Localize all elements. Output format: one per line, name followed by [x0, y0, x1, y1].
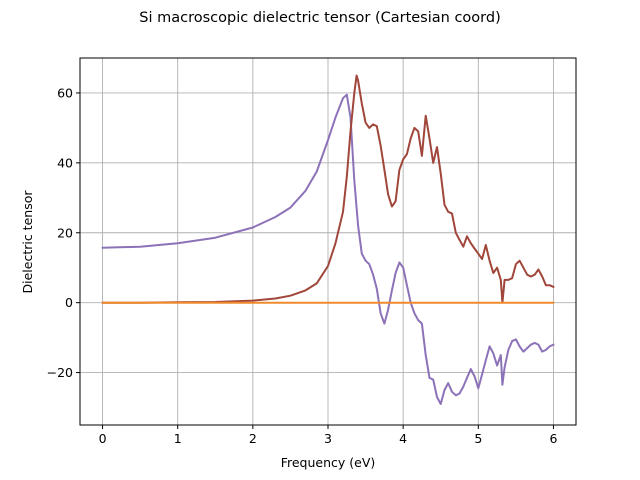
x-tick-label: 1 — [174, 431, 182, 446]
y-axis-label: Dielectric tensor — [20, 190, 35, 294]
y-tick-label: 40 — [57, 155, 73, 170]
x-axis-label: Frequency (eV) — [281, 455, 376, 470]
x-tick-label: 0 — [99, 431, 107, 446]
plot-area: 0 1 2 3 4 5 6 −20 0 20 40 60 — [47, 57, 577, 446]
x-tick-label: 3 — [324, 431, 332, 446]
chart-title: Si macroscopic dielectric tensor (Cartes… — [139, 10, 500, 26]
series-line-imag — [101, 74, 555, 304]
x-tick-label: 5 — [474, 431, 482, 446]
x-tick-label: 6 — [549, 431, 557, 446]
x-tick-label: 4 — [399, 431, 407, 446]
y-tick-label: 60 — [57, 85, 73, 100]
series-line-real — [101, 93, 555, 405]
y-tick-label: 0 — [65, 295, 73, 310]
y-tick-label: −20 — [47, 365, 73, 380]
y-tick-label: 20 — [57, 225, 73, 240]
series-group — [101, 74, 555, 405]
axis-ticks: 0 1 2 3 4 5 6 −20 0 20 40 60 — [47, 85, 558, 446]
gridlines — [80, 58, 576, 425]
x-tick-label: 2 — [249, 431, 257, 446]
